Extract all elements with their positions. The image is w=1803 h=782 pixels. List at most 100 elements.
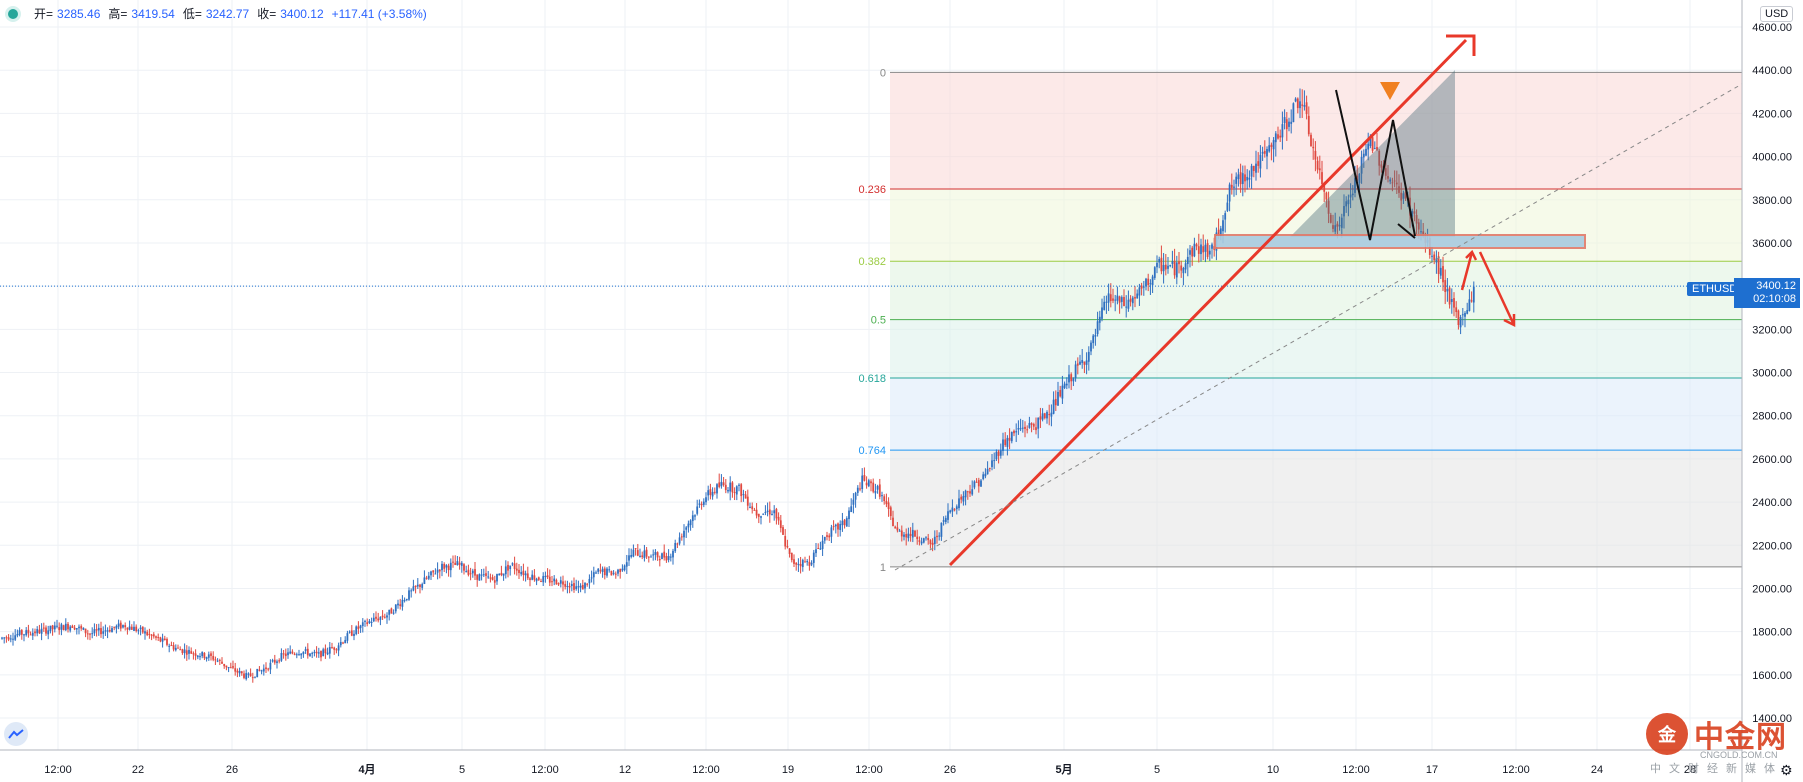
candle-body <box>658 559 661 561</box>
candle-body <box>940 522 943 537</box>
candle-body <box>709 489 712 495</box>
candle-body <box>768 509 771 515</box>
candle-body <box>1404 191 1407 199</box>
candle-body <box>955 506 958 510</box>
candle-body <box>267 668 270 670</box>
candle-body <box>557 583 560 585</box>
candle-body <box>502 573 505 576</box>
candle-body <box>962 496 965 502</box>
candle-body <box>896 527 899 531</box>
candle-body <box>1175 262 1178 278</box>
candle-body <box>757 513 760 517</box>
candle-body <box>573 583 575 590</box>
candle-body <box>1116 295 1119 301</box>
candle-body <box>509 565 512 570</box>
candle-body <box>1070 374 1073 382</box>
candle-body <box>430 571 432 576</box>
candle-body <box>548 576 551 583</box>
candle-body <box>1083 361 1086 365</box>
candle-body <box>1358 173 1361 184</box>
x-tick-label: 10 <box>1267 764 1279 776</box>
watermark-brand: 中金网 <box>1694 721 1787 754</box>
candle-body <box>280 652 283 661</box>
candle-body <box>806 561 809 563</box>
x-tick-label: 22 <box>132 764 144 776</box>
candle-body <box>172 645 175 650</box>
candle-body <box>357 626 360 629</box>
candle-body <box>507 564 509 571</box>
candle-body <box>203 652 206 659</box>
candle-body <box>1325 192 1328 200</box>
candle-body <box>861 475 864 490</box>
candle-body <box>194 653 197 656</box>
candle-body <box>31 632 34 636</box>
candle-body <box>476 574 479 580</box>
candle-body <box>562 581 564 585</box>
candle-body <box>161 638 164 642</box>
candle-body <box>716 484 718 494</box>
candle-body <box>1065 383 1068 386</box>
candle-body <box>518 569 520 574</box>
candle-body <box>130 626 133 630</box>
candle-body <box>1092 335 1095 344</box>
candle-body <box>610 570 613 576</box>
candle-body <box>322 649 325 657</box>
candle-body <box>229 667 232 669</box>
y-tick-label: 1600.00 <box>1752 670 1792 682</box>
candle-body <box>960 496 963 500</box>
candle-body <box>1226 202 1229 211</box>
series-visibility-dot[interactable] <box>8 8 18 19</box>
candle-body <box>416 584 419 587</box>
candle-body <box>953 509 956 511</box>
zigzag-pattern <box>1335 89 1416 241</box>
candle-body <box>1360 156 1363 174</box>
candle-body <box>177 647 179 649</box>
currency-button[interactable]: USD <box>1760 6 1794 22</box>
candle-body <box>353 633 355 636</box>
open-label: 开= <box>34 7 54 21</box>
candle-body <box>936 535 938 538</box>
candle-body <box>1439 267 1442 276</box>
candle-body <box>1343 206 1345 217</box>
candle-body <box>652 554 655 556</box>
settings-gear-icon[interactable]: ⚙ <box>1780 762 1793 778</box>
open-value: 3285.46 <box>57 6 101 21</box>
candle-body <box>1389 179 1392 182</box>
candle-body <box>977 480 980 487</box>
candle-body <box>111 628 113 633</box>
candle-body <box>773 510 776 514</box>
candle-body <box>34 631 36 634</box>
tradingview-logo-icon[interactable] <box>4 722 28 746</box>
candle-body <box>1169 265 1172 267</box>
candle-body <box>553 578 556 582</box>
candle-body <box>650 556 652 558</box>
candle-body <box>207 654 210 658</box>
candle-body <box>676 543 679 545</box>
candle-body <box>784 536 787 547</box>
candle-body <box>1024 426 1026 429</box>
candle-body <box>1035 427 1037 431</box>
candle-body <box>566 585 569 587</box>
candle-body <box>1413 211 1416 214</box>
candle-body <box>1241 173 1244 185</box>
candle-body <box>401 599 404 607</box>
candle-body <box>1043 413 1046 419</box>
candle-body <box>859 488 861 490</box>
candle-body <box>969 491 971 494</box>
fib-band <box>890 319 1742 378</box>
x-tick-label: 5 <box>459 764 465 776</box>
candle-body <box>797 563 800 565</box>
candle-body <box>722 482 725 486</box>
candle-body <box>1450 299 1453 302</box>
candle-body <box>685 527 688 530</box>
candle-body <box>42 627 45 629</box>
candle-body <box>1202 246 1205 253</box>
candle-body <box>1457 310 1460 325</box>
candle-body <box>702 501 705 505</box>
candle-body <box>698 503 701 505</box>
candle-body <box>984 473 987 477</box>
candle-body <box>25 630 28 636</box>
candle-body <box>870 481 872 484</box>
candle-body <box>214 659 217 661</box>
